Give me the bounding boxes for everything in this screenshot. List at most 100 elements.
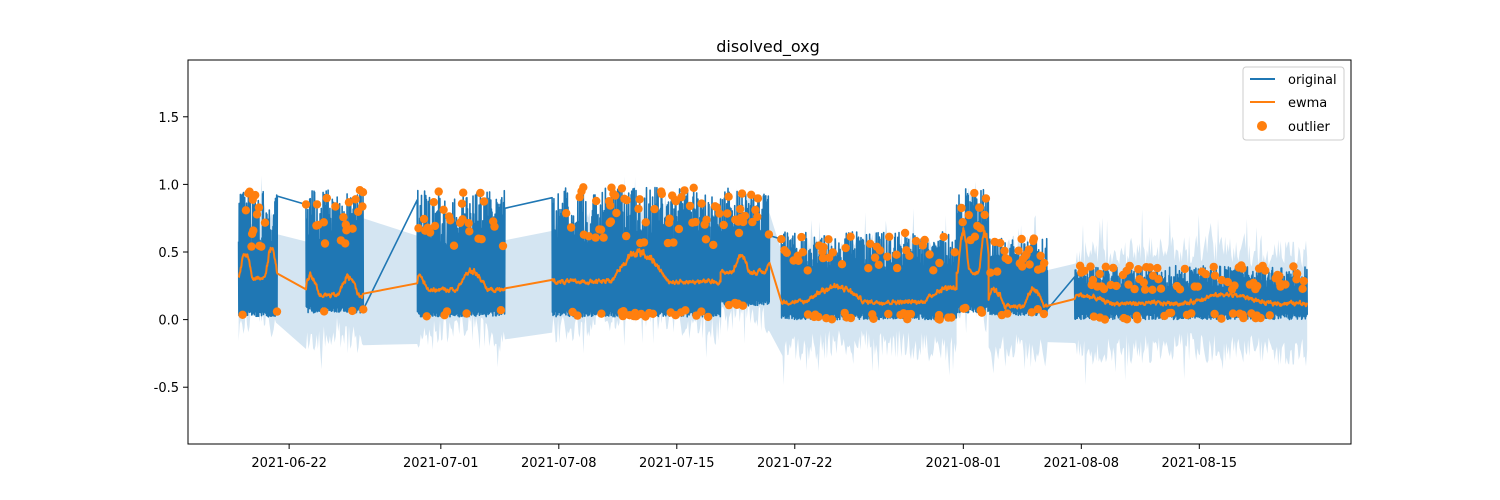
outlier-point	[1154, 275, 1163, 284]
outlier-point	[1130, 284, 1139, 294]
outlier-point	[1004, 255, 1013, 265]
outlier-point	[414, 224, 423, 233]
outlier-point	[596, 225, 606, 234]
outlier-point	[689, 183, 698, 192]
y-tick-label: 1.5	[158, 111, 179, 126]
x-tick-label: 2021-07-08	[521, 456, 597, 471]
outlier-point	[1292, 269, 1302, 278]
outlier-point	[442, 307, 452, 316]
outlier-point	[611, 191, 620, 200]
outlier-point	[1180, 264, 1190, 274]
outlier-point	[798, 248, 807, 257]
outlier-point	[622, 196, 631, 205]
outlier-point	[797, 232, 806, 242]
outlier-point	[986, 268, 995, 277]
plot-area	[237, 175, 1309, 385]
outlier-point	[606, 217, 616, 226]
outlier-point	[657, 189, 666, 199]
outlier-point	[617, 184, 627, 193]
outlier-point	[322, 193, 331, 203]
outlier-point	[892, 263, 902, 273]
outlier-point	[970, 188, 979, 198]
legend: original ewma outlier	[1242, 66, 1345, 141]
legend-box	[1242, 66, 1345, 141]
outlier-point	[348, 224, 357, 233]
outlier-point	[591, 233, 600, 242]
outlier-point	[753, 194, 763, 203]
outlier-point	[691, 217, 700, 227]
outlier-point	[864, 264, 873, 273]
outlier-point	[935, 258, 944, 268]
outlier-point	[1238, 264, 1247, 273]
outlier-point	[579, 183, 588, 192]
legend-label-ewma: ewma	[1288, 96, 1327, 111]
outlier-point	[639, 238, 649, 247]
outlier-point	[422, 312, 431, 321]
outlier-point	[584, 232, 593, 241]
outlier-point	[1033, 305, 1043, 314]
outlier-point	[476, 188, 485, 198]
outlier-point	[824, 235, 833, 244]
outlier-point	[446, 216, 455, 225]
outlier-point	[709, 240, 718, 250]
outlier-point	[950, 248, 959, 257]
outlier-point	[449, 241, 459, 250]
outlier-point	[957, 203, 966, 213]
confidence-band	[238, 175, 1308, 385]
outlier-point	[740, 211, 750, 221]
outlier-point	[619, 307, 628, 316]
x-tick-label: 2021-07-22	[757, 456, 833, 471]
outlier-point	[1239, 313, 1248, 323]
outlier-point	[351, 195, 360, 204]
outlier-point	[724, 192, 733, 201]
outlier-point	[814, 312, 823, 322]
outlier-point	[1134, 265, 1143, 274]
outlier-point	[622, 231, 631, 241]
outlier-point	[319, 307, 329, 316]
outlier-point	[1088, 275, 1098, 285]
x-tick-label: 2021-07-01	[403, 456, 479, 471]
outlier-point	[241, 206, 251, 215]
outlier-point	[736, 204, 745, 214]
outlier-point	[648, 309, 658, 318]
outlier-point	[747, 190, 756, 199]
outlier-point	[251, 190, 260, 200]
outlier-point	[562, 209, 571, 218]
outlier-point	[1112, 281, 1121, 291]
outlier-point	[1080, 266, 1089, 276]
outlier-point	[477, 235, 486, 244]
outlier-point	[1003, 309, 1012, 318]
series-outlier-points	[238, 183, 1309, 324]
outlier-point	[419, 214, 429, 224]
outlier-point	[1039, 309, 1049, 319]
outlier-point	[496, 306, 506, 315]
outlier-point	[599, 233, 608, 242]
outlier-point	[1124, 280, 1133, 289]
outlier-point	[964, 210, 973, 220]
outlier-point	[641, 218, 650, 227]
outlier-point	[1029, 234, 1039, 243]
outlier-point	[1228, 309, 1238, 318]
outlier-point	[841, 243, 850, 253]
outlier-point	[249, 226, 258, 235]
outlier-point	[1101, 262, 1111, 271]
outlier-point	[837, 260, 847, 269]
outlier-point	[892, 250, 901, 259]
outlier-point	[252, 210, 262, 219]
outlier-point	[748, 217, 757, 227]
outlier-point	[1040, 258, 1049, 268]
outlier-point	[925, 250, 934, 259]
outlier-point	[612, 208, 621, 218]
outlier-point	[723, 209, 732, 218]
outlier-point	[993, 267, 1002, 276]
outlier-point	[254, 203, 264, 212]
outlier-point	[479, 197, 489, 206]
series-ewma-line	[237, 227, 1309, 310]
outlier-point	[341, 239, 350, 248]
outlier-point	[247, 242, 256, 251]
outlier-point	[920, 235, 929, 245]
outlier-point	[680, 186, 689, 195]
outlier-point	[681, 306, 690, 315]
outlier-point	[1265, 311, 1275, 320]
outlier-point	[464, 219, 473, 228]
